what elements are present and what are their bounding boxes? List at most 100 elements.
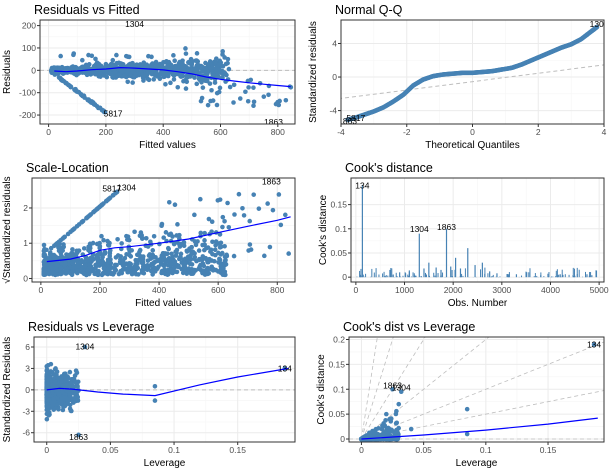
contour-line [361, 390, 604, 440]
data-point [172, 240, 178, 246]
x-tick-label: -2 [403, 127, 411, 137]
data-point [381, 423, 386, 429]
data-point [173, 253, 179, 258]
data-point [395, 436, 401, 442]
data-point [213, 267, 219, 273]
data-point [213, 62, 218, 67]
data-point [173, 71, 179, 77]
data-point [246, 85, 251, 90]
data-point [142, 71, 148, 77]
y-tick-label: 1 [23, 238, 28, 248]
x-tick-label: 0 [38, 285, 43, 295]
data-point [52, 72, 58, 77]
data-point [194, 51, 200, 56]
data-point [130, 69, 136, 75]
data-point [99, 233, 104, 239]
x-tick-label: 0 [353, 285, 358, 295]
data-point [217, 85, 223, 91]
data-point [79, 219, 85, 225]
data-point [62, 262, 68, 267]
data-point [163, 81, 168, 87]
contour-line [361, 341, 604, 440]
y-tick-label: -3 [22, 406, 30, 416]
data-point [181, 78, 186, 84]
data-point [188, 66, 194, 72]
data-point [194, 81, 200, 87]
x-axis-label: Fitted values [139, 140, 196, 151]
data-point [173, 249, 178, 255]
data-point [172, 58, 177, 64]
data-point [116, 271, 122, 277]
data-point [198, 230, 204, 236]
data-point [175, 222, 180, 227]
data-point [262, 253, 267, 259]
data-point [44, 396, 50, 401]
data-point [184, 271, 190, 276]
data-point [64, 268, 70, 274]
data-point [218, 70, 224, 75]
y-tick-label: 0 [25, 385, 30, 395]
data-point [105, 266, 111, 272]
data-point [122, 267, 128, 272]
x-axis-label: Leverage [456, 458, 498, 469]
panel-title: Scale-Location [26, 161, 109, 175]
panel-residuals-vs-leverage: 1304 1863 134 0 0.05 0.1 0.15 -6 -3 0 3 6 Residuals … [2, 320, 296, 469]
data-point [198, 98, 204, 104]
data-point [241, 213, 247, 218]
data-point [93, 265, 98, 271]
data-point [283, 212, 288, 218]
x-tick-label: 4 [602, 127, 607, 137]
data-point [109, 61, 114, 67]
data-point [591, 342, 597, 347]
data-point [81, 271, 87, 277]
data-point [136, 257, 142, 262]
data-point [174, 64, 180, 70]
data-point [118, 254, 124, 259]
data-point [216, 259, 222, 265]
y-tick-label: 0 [23, 273, 28, 283]
data-point [62, 395, 67, 401]
data-point [145, 244, 151, 249]
contour-line [361, 337, 426, 440]
data-point [139, 236, 145, 241]
data-point [267, 244, 273, 250]
x-tick-label: 0.1 [168, 445, 180, 455]
y-tick-label: 0.05 [330, 248, 347, 258]
data-point [44, 374, 50, 379]
data-point [101, 265, 107, 271]
data-point [73, 86, 78, 92]
data-point [90, 240, 96, 246]
data-point [129, 271, 135, 277]
data-point [224, 252, 229, 258]
point-label: 5817 [104, 108, 123, 118]
data-point [60, 407, 66, 413]
data-point [265, 201, 270, 206]
data-point [167, 259, 172, 264]
data-point [66, 389, 71, 394]
data-point [56, 391, 61, 397]
data-point [211, 72, 216, 77]
data-point [385, 425, 391, 431]
data-point [73, 389, 78, 394]
data-point [394, 420, 400, 426]
data-point [146, 53, 151, 59]
data-point [251, 103, 256, 109]
data-point [78, 267, 84, 273]
data-points [41, 189, 291, 278]
data-point [231, 253, 237, 259]
data-point [219, 250, 225, 256]
data-point [203, 60, 208, 66]
x-tick-label: 0 [359, 445, 364, 455]
data-point [167, 232, 172, 238]
data-point [49, 68, 55, 74]
x-tick-label: 0 [470, 127, 475, 137]
y-tick-label: 0 [332, 72, 337, 82]
data-point [110, 57, 116, 63]
data-point [63, 377, 69, 383]
point-label: 1863 [437, 222, 456, 232]
data-point [98, 74, 103, 79]
data-point [194, 258, 199, 264]
data-point [146, 266, 151, 272]
